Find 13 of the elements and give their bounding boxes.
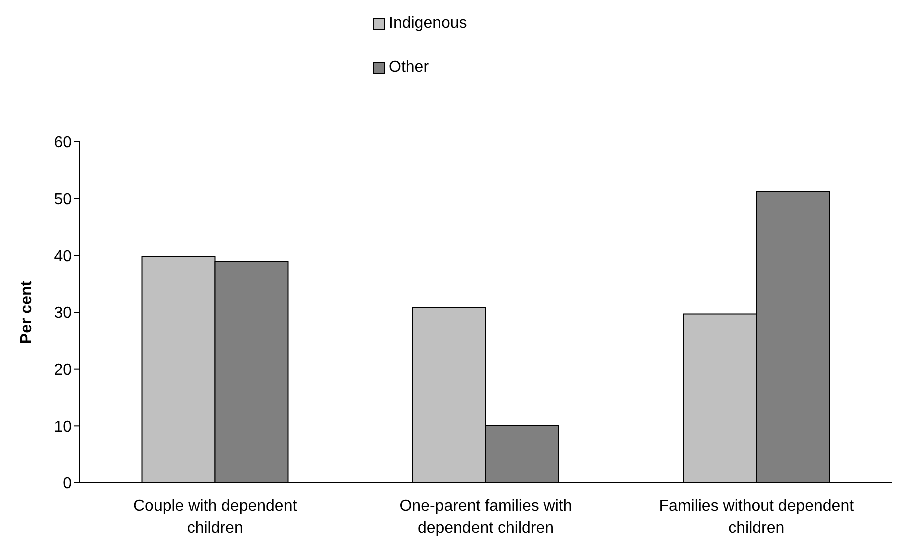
y-tick-label: 20 [54,362,72,380]
x-tick-label: Families without dependent children [659,498,855,537]
y-tick-label: 50 [54,192,72,209]
y-tick-label: 10 [54,418,72,436]
y-axis-title: Per cent [18,280,36,344]
legend-label: Indigenous [389,15,468,33]
y-tick-label: 40 [54,248,72,266]
x-tick-label: One-parent families with dependent children [400,498,572,537]
x-tick-label: Couple with dependent children [133,498,298,537]
y-tick-label: 0 [63,476,72,493]
y-tick-label: 60 [54,134,72,152]
y-tick-label: 30 [54,305,72,322]
legend-label: Other [389,59,430,77]
